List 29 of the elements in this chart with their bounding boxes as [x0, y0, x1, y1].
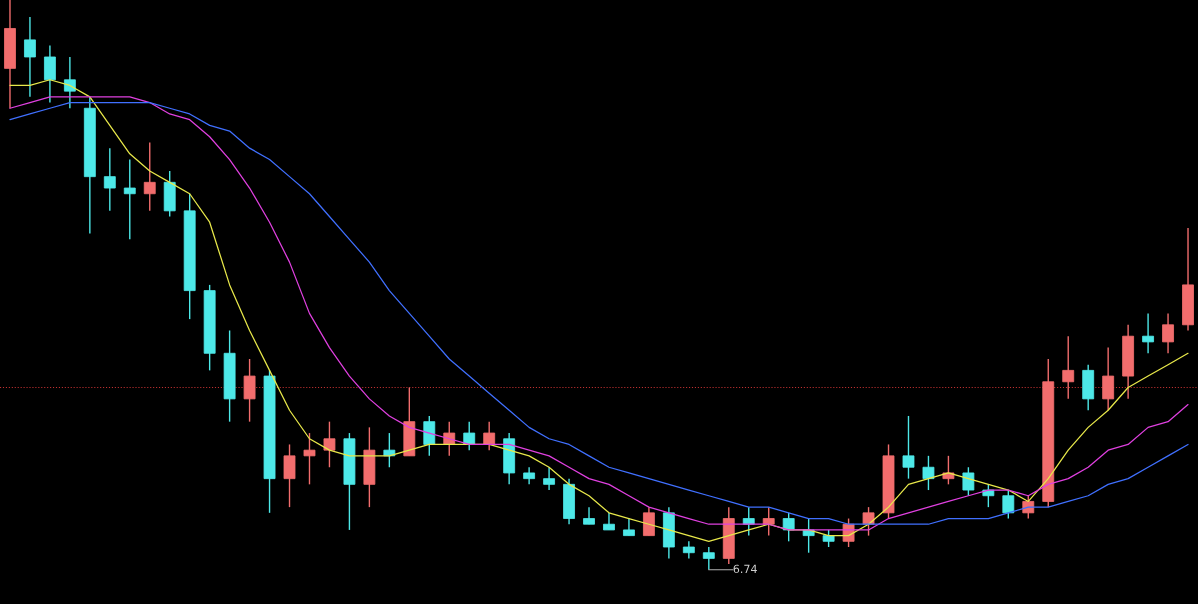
candlestick — [463, 420, 476, 451]
candlestick — [782, 512, 795, 543]
candlestick — [742, 506, 755, 537]
candlestick — [1002, 489, 1015, 520]
candlestick — [543, 466, 555, 491]
candlestick — [1062, 335, 1075, 400]
candlestick — [323, 420, 336, 468]
candlestick — [702, 546, 715, 571]
candlestick — [862, 506, 875, 537]
candlestick — [24, 16, 36, 98]
candlestick — [762, 506, 775, 537]
candlestick — [44, 44, 56, 104]
annotation: 6.74 — [733, 564, 757, 574]
candlestick — [483, 420, 496, 451]
candlestick — [123, 158, 136, 241]
candlestick — [243, 358, 256, 423]
candlestick — [143, 141, 156, 212]
candlestick — [303, 432, 316, 486]
candlestick — [1142, 312, 1154, 354]
candlestick — [423, 415, 436, 457]
candlestick — [643, 506, 655, 537]
candlestick — [583, 506, 595, 525]
candlestick — [902, 415, 915, 480]
candlestick — [283, 443, 296, 508]
candlestick — [922, 455, 935, 491]
candlestick — [103, 147, 116, 212]
candlestick — [1162, 312, 1174, 354]
candlestick — [962, 466, 975, 497]
candlestick — [1102, 346, 1115, 411]
